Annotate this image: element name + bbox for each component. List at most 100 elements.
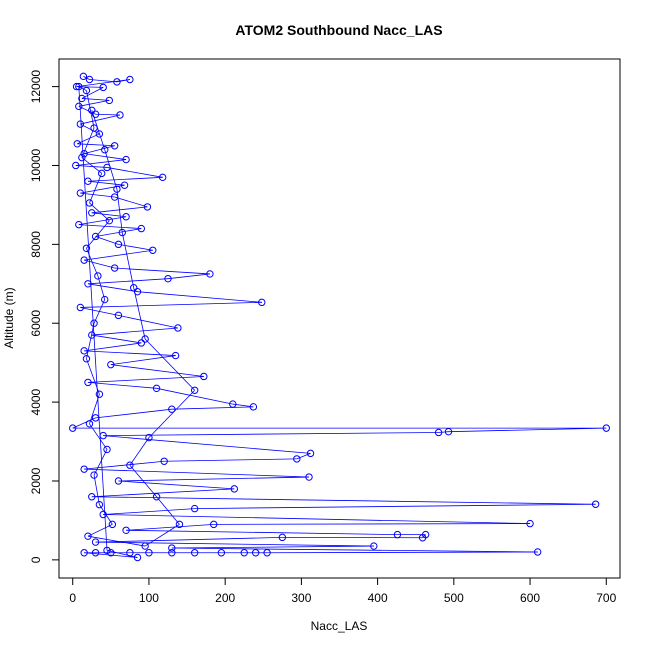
series-segment [84, 460, 165, 470]
data-point [602, 424, 610, 432]
series-segment [167, 273, 210, 280]
data-point [278, 533, 287, 542]
y-axis: 0 2000 4000 6000 8000 10000 12000 [29, 70, 59, 563]
series-segment [194, 503, 596, 509]
series-segment [438, 431, 449, 433]
data-point [110, 193, 119, 201]
series-segment [87, 278, 169, 285]
series-segment [80, 301, 262, 308]
data-point [103, 546, 111, 555]
data-point [76, 120, 85, 128]
data-point [190, 504, 199, 513]
series-segment [137, 291, 262, 303]
series-segment [84, 249, 153, 261]
data-point [110, 264, 119, 272]
series-segment [93, 299, 106, 324]
data-point [107, 549, 115, 557]
series-segment [171, 545, 374, 549]
data-point [84, 280, 92, 288]
data-point [210, 520, 218, 529]
series-segment [84, 552, 138, 558]
data-point [114, 311, 123, 320]
series-segment [87, 535, 146, 547]
data-point [137, 339, 146, 347]
series-segment [78, 100, 110, 107]
series-segment [89, 394, 100, 424]
series-segment [91, 488, 235, 498]
series-segment [80, 192, 115, 198]
data-point [168, 544, 176, 552]
data-point [591, 500, 600, 508]
series-segment [77, 143, 115, 147]
data-point [110, 142, 119, 150]
series-segment [118, 476, 310, 482]
series-segment [110, 364, 204, 377]
series-segment [81, 127, 95, 158]
data-point [95, 390, 104, 398]
data-point [73, 140, 81, 148]
data-point [113, 78, 121, 86]
data-point [85, 199, 94, 207]
series-segment [95, 113, 120, 116]
data-point [91, 232, 100, 241]
series-segment [156, 387, 233, 405]
data-point [80, 549, 88, 557]
series-segment [95, 236, 119, 245]
x-tick-label: 400 [368, 591, 388, 605]
data-point [190, 386, 199, 394]
data-point [82, 355, 91, 363]
data-point [190, 549, 199, 557]
data-point [200, 372, 208, 381]
data-point [533, 548, 542, 556]
data-point [168, 405, 176, 413]
series-segment [91, 212, 127, 218]
data-point [82, 86, 91, 95]
x-axis: 0 100 200 300 400 500 600 700 [69, 578, 617, 605]
data-point [206, 270, 214, 278]
series-segment [118, 480, 235, 490]
data-point [105, 96, 114, 105]
data-point [99, 510, 107, 519]
series-segment [103, 432, 439, 437]
data-point [133, 287, 142, 296]
x-tick-label: 0 [69, 591, 76, 605]
data-point [217, 549, 226, 557]
data-point [80, 256, 88, 264]
data-point [145, 433, 153, 442]
series-segment [148, 389, 195, 438]
series-segment [129, 437, 150, 466]
series-segment [164, 458, 297, 462]
series-segment [75, 159, 127, 166]
series-segment [267, 551, 538, 554]
series-segment [84, 350, 176, 356]
data-point [152, 384, 161, 393]
data-point [171, 351, 180, 360]
data-point [370, 542, 378, 550]
series-segment [84, 342, 142, 352]
data-point [444, 427, 453, 436]
data-point [103, 445, 111, 454]
series-segment [89, 202, 110, 221]
data-point [107, 360, 115, 369]
x-tick-label: 100 [139, 591, 159, 605]
data-point [85, 420, 94, 428]
series-segment [87, 176, 163, 182]
data-point [101, 146, 109, 154]
chart-title: ATOM2 Southbound Nacc_LAS [235, 22, 442, 38]
series-segment [118, 243, 153, 251]
series-segment [97, 275, 106, 300]
series-segment [213, 523, 531, 525]
series-segment [81, 157, 102, 174]
data-point [78, 94, 86, 103]
data-point [84, 177, 92, 185]
series-segment [87, 524, 113, 537]
data-point [84, 532, 92, 540]
data-point [80, 149, 88, 158]
series-segment [76, 79, 130, 88]
data-point [91, 110, 100, 118]
series-segment [448, 427, 607, 433]
series-segment [87, 283, 138, 293]
series-segment [87, 180, 125, 186]
